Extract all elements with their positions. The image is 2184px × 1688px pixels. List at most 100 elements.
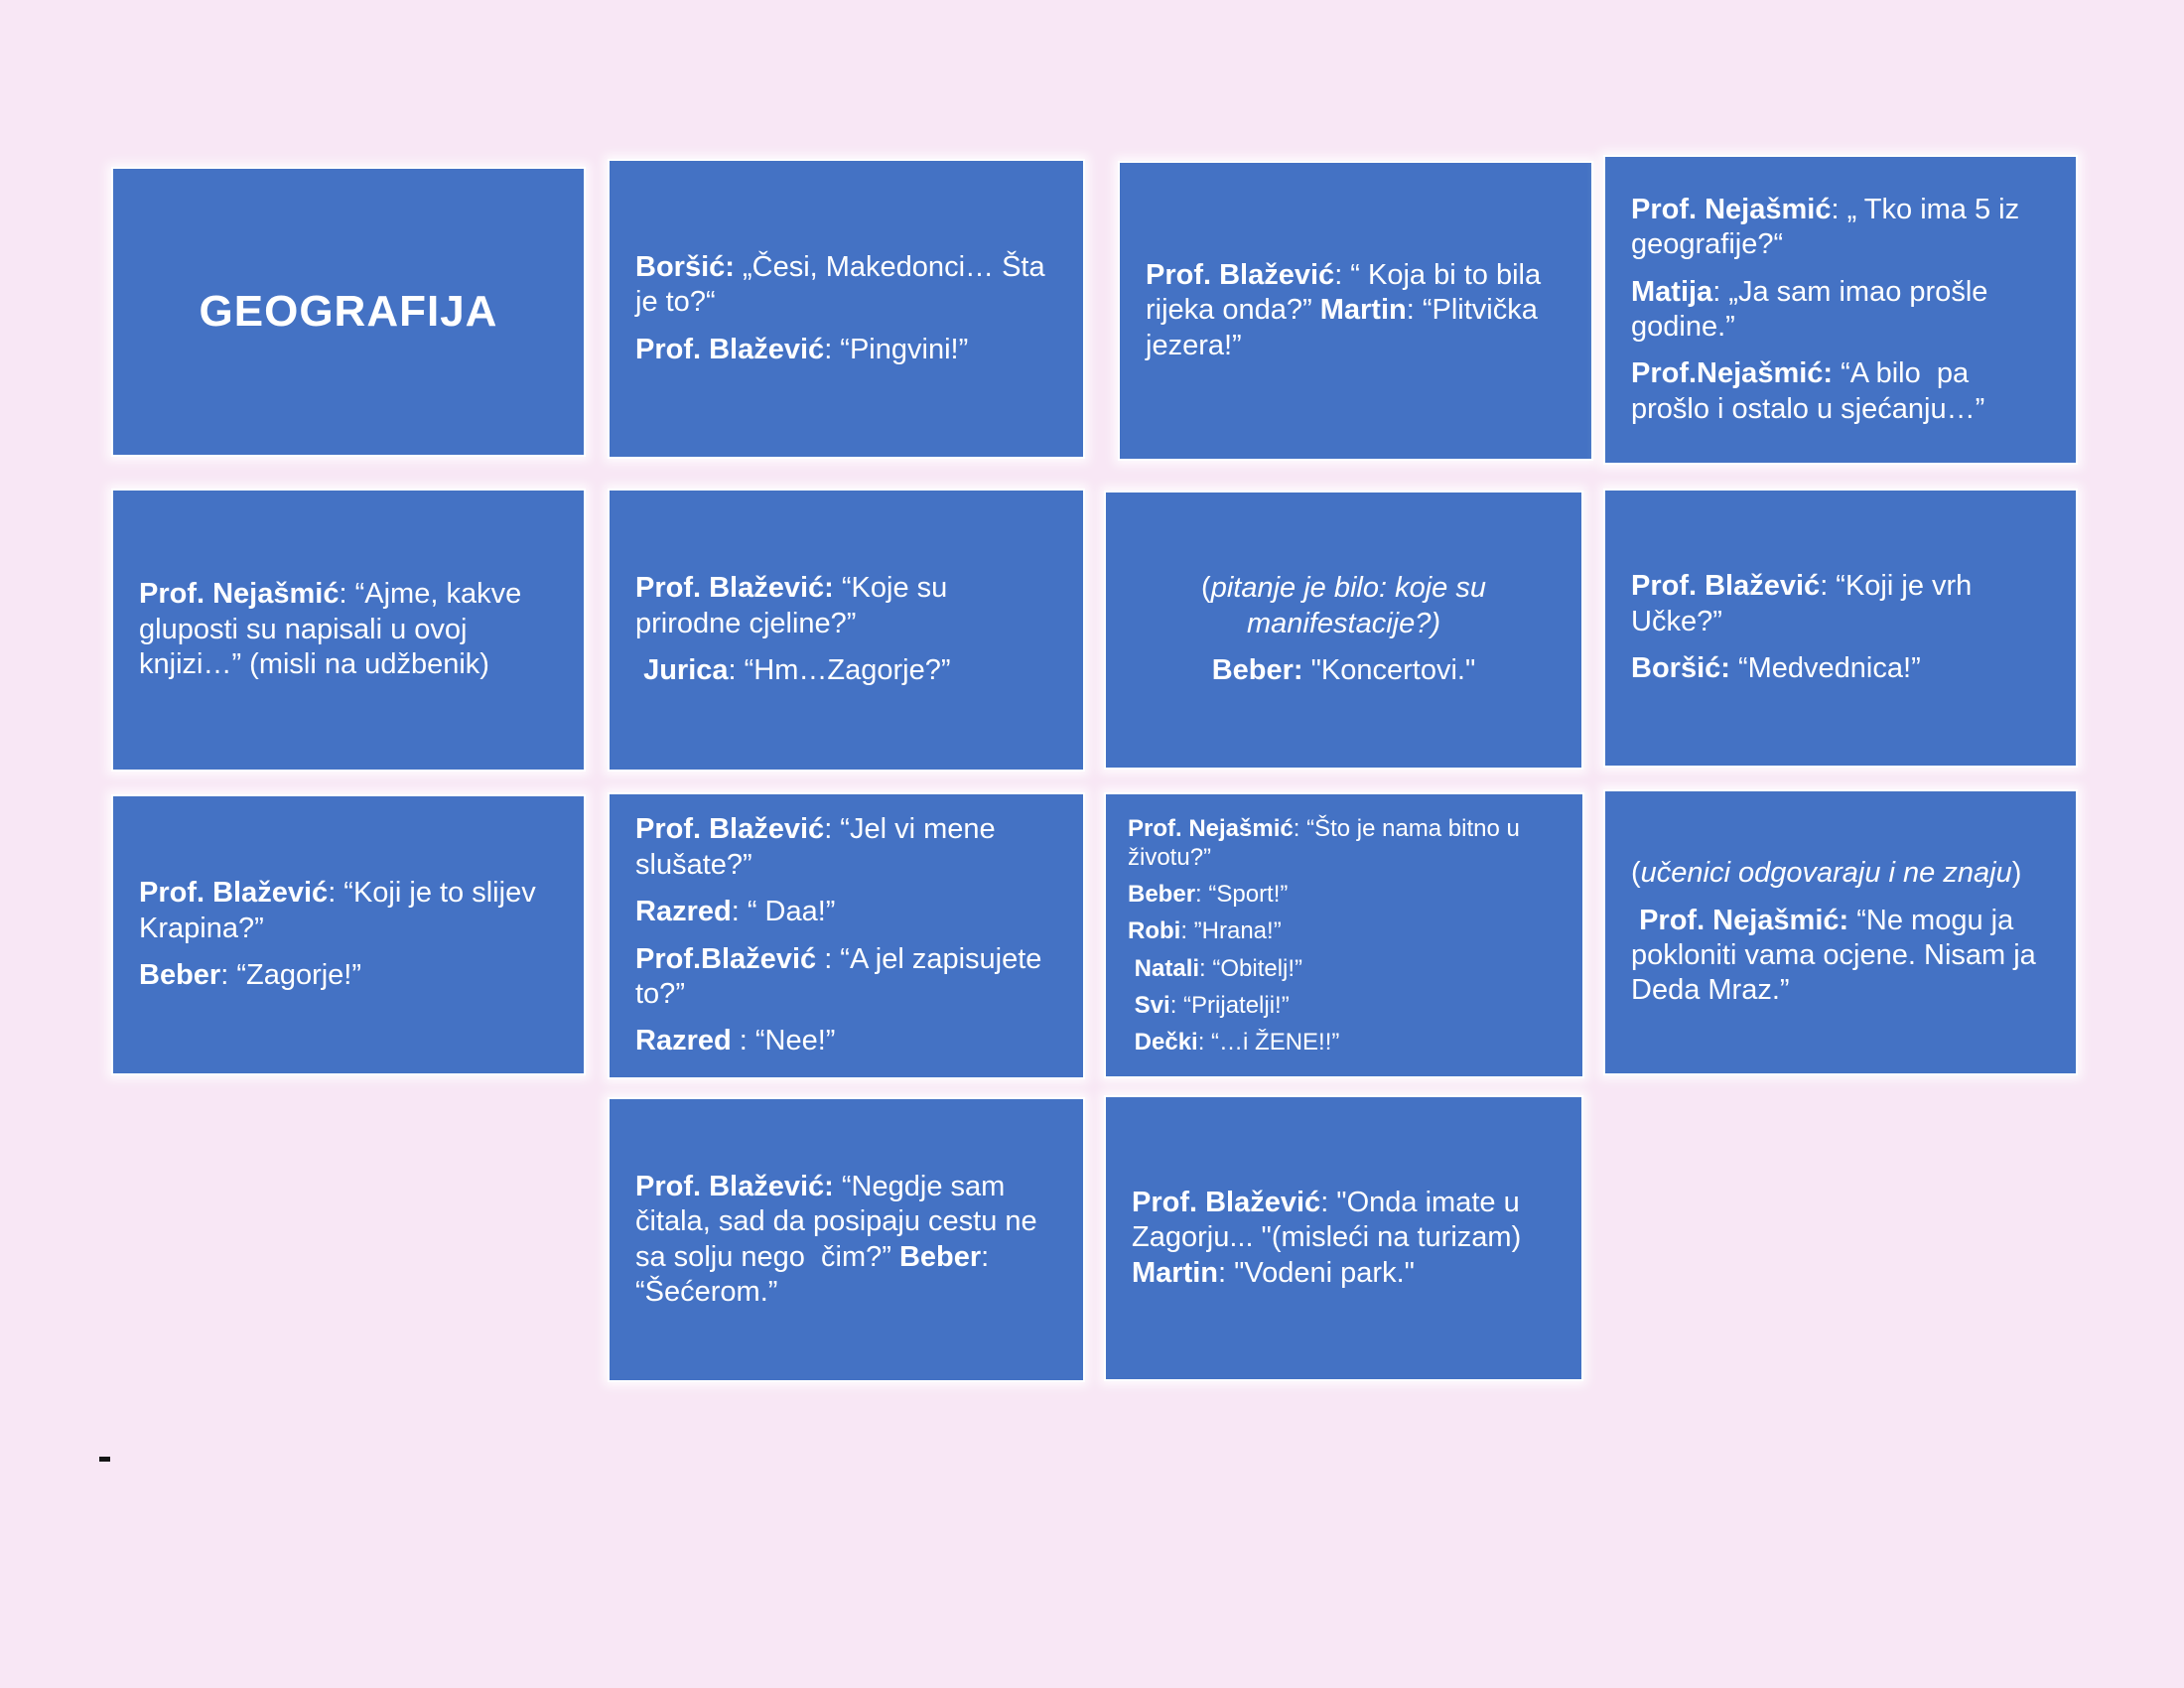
quote-text: : “Prijatelji!” [1169,991,1290,1019]
quote-card-1: Boršić: „Česi, Makedonci… Šta je to?“ Pro… [608,159,1085,459]
quote-paragraph: Prof. Blažević: “Koje su prirodne cjelin… [635,571,1057,641]
quote-paragraph: (učenici odgovaraju i ne znaju) [1631,856,2050,891]
quote-paragraph: Matija: „Ja sam imao prošle godine.” [1631,275,2050,346]
quote-card-4: Prof. Nejašmić: “Ajme, kakve gluposti su… [111,489,586,772]
quote-text: : “Što je nama bitno u životu?” [1128,814,1527,871]
quote-paragraph: Prof.Nejašmić: “A bilo pa prošlo i ostal… [1631,356,2050,427]
speaker-name: Razred [635,896,732,928]
speaker-name: Martin [1319,294,1407,327]
quote-text: : “…i ŽENE!!” [1197,1029,1340,1056]
speaker-name: Dečki [1128,1029,1198,1056]
quote-paragraph: Prof.Blažević : “A jel zapisujete to?” [635,942,1057,1013]
quote-text: “A bilo pa prošlo i ostalo u sjećanju…” [1631,357,1985,425]
quote-text: : “Zagorje!” [220,959,362,992]
quote-card-7: Prof. Blažević: “Koji je vrh Učke?” Borši… [1603,489,2078,768]
quote-text: „Česi, Makedonci… Šta je to?“ [635,250,1053,319]
quote-text: : “ Daa!” [731,896,836,928]
quote-text: : “Hm…Zagorje?” [728,654,951,687]
speaker-name: Prof. Nejašmić [1631,193,1832,225]
quote-paragraph: Prof. Nejašmić: “Što je nama bitno u živ… [1128,814,1561,873]
quote-paragraph: Prof. Blažević: “Jel vi mene slušate?” [635,812,1057,883]
speaker-name: Prof. Blažević: [635,1170,834,1202]
quote-text: : „ Tko ima 5 iz geografije?“ [1631,193,2028,261]
stray-dash-mark [99,1457,110,1462]
quote-text: : “A jel zapisujete to?” [635,942,1050,1010]
quote-card-12: Prof. Blažević: “Negdje sam čitala, sad … [608,1097,1085,1382]
quote-text: ( [1201,572,1211,605]
quote-paragraph: Boršić: “Medvednica!” [1631,651,2050,686]
speaker-name: Boršić: [635,250,735,283]
quote-paragraph: Jurica: “Hm…Zagorje?” [635,653,1057,688]
quote-text: : “Koji je vrh Učke?” [1631,570,1980,637]
speaker-name: Beber [898,1240,982,1273]
quote-text: : “ Koja bi to bila rijeka onda?” [1146,258,1550,327]
slide-title: GEOGRAFIJA [199,287,498,337]
quote-text: : ”Hrana!” [1180,917,1282,945]
quote-paragraph: Dečki: “…i ŽENE!!” [1128,1028,1561,1056]
quote-paragraph: Prof. Blažević: “Koji je to slijev Krapi… [139,876,558,946]
quote-card-9: Prof. Blažević: “Jel vi mene slušate?” Ra… [608,792,1085,1079]
quote-paragraph: Prof. Nejašmić: “Ajme, kakve gluposti su… [139,577,558,682]
speaker-name: Beber [1128,881,1196,909]
quote-text: : „Ja sam imao prošle godine.” [1631,275,1996,343]
speaker-name: Prof. Blažević [635,333,825,365]
quote-paragraph: Prof. Blažević: “Pingvini!” [635,333,1057,367]
quote-text: “Ne mogu ja pokloniti vama ocjene. Nisam… [1631,904,2044,1007]
quote-paragraph: Beber: “Zagorje!” [139,958,558,993]
quote-text: ( [1631,857,1641,890]
quote-text: : “Koji je to slijev Krapina?” [139,877,544,944]
speaker-name: Razred [635,1025,732,1057]
quote-paragraph: (pitanje je bilo: koje su manifestacije?… [1132,571,1556,641]
speaker-name: Beber [139,959,221,992]
speaker-name: Prof. Nejašmić [1128,814,1294,842]
quote-text: : “Ajme, kakve gluposti su napisali u ov… [139,578,530,681]
quote-text: ) [2011,857,2022,890]
quote-text: : "Onda imate u Zagorju... "(misleći na … [1132,1186,1530,1254]
quote-paragraph: Prof. Blažević: "Onda imate u Zagorju...… [1132,1186,1556,1291]
quote-card-8: Prof. Blažević: “Koji je to slijev Krapi… [111,794,586,1075]
stage-direction: pitanje je bilo: koje su manifestacije?) [1210,572,1495,639]
speaker-name: Prof. Nejašmić [139,578,340,611]
quote-paragraph: Robi: ”Hrana!” [1128,916,1561,945]
quote-paragraph: Prof. Blažević: “Koji je vrh Učke?” [1631,569,2050,639]
speaker-name: Svi [1128,991,1170,1019]
quote-text: : "Vodeni park." [1218,1256,1415,1289]
speaker-name: Natali [1128,954,1200,982]
quote-paragraph: Razred : “Nee!” [635,1024,1057,1058]
quote-text: : “Jel vi mene slušate?” [635,813,1004,881]
speaker-name: Martin [1132,1256,1218,1289]
title-card: GEOGRAFIJA [111,167,586,457]
stage-direction: učenici odgovaraju i ne znaju [1640,857,2012,890]
quote-text: “Negdje sam čitala, sad da posipaju cest… [635,1170,1045,1273]
quote-paragraph: Prof. Nejašmić: “Ne mogu ja pokloniti va… [1631,904,2050,1009]
quote-text: “Medvednica!” [1729,652,1921,685]
speaker-name: Jurica [635,654,729,687]
speaker-name: Prof.Blažević [635,942,817,975]
speaker-name: Prof. Blažević [1132,1186,1321,1218]
speaker-name: Prof.Nejašmić: [1631,357,1834,390]
quote-text: : “Obitelj!” [1199,954,1303,982]
quote-paragraph: Prof. Blažević: “Negdje sam čitala, sad … [635,1170,1057,1311]
quote-text: : “Pingvini!” [824,333,969,365]
quote-card-10: Prof. Nejašmić: “Što je nama bitno u živ… [1104,792,1584,1078]
quote-text: : “Nee!” [731,1025,836,1057]
quote-text: : “Plitvička jezera!” [1146,294,1546,361]
quote-card-13: Prof. Blažević: "Onda imate u Zagorju...… [1104,1095,1583,1381]
speaker-name: Prof. Nejašmić: [1631,904,1849,936]
quote-text: : “Sport!” [1195,881,1289,909]
quote-text: : “Šećerom.” [635,1240,998,1308]
quote-paragraph: Svi: “Prijatelji!” [1128,991,1561,1020]
speaker-name: Robi [1128,917,1181,945]
quote-paragraph: Razred: “ Daa!” [635,895,1057,929]
speaker-name: Prof. Blažević [1146,258,1335,291]
quote-paragraph: Prof. Nejašmić: „ Tko ima 5 iz geografij… [1631,193,2050,263]
quote-paragraph: Beber: "Koncertovi." [1212,653,1476,688]
speaker-name: Prof. Blažević [1631,570,1821,603]
quote-paragraph: Prof. Blažević: “ Koja bi to bila rijeka… [1146,258,1566,363]
quote-paragraph: Beber: “Sport!” [1128,880,1561,909]
quote-card-5: Prof. Blažević: “Koje su prirodne cjelin… [608,489,1085,772]
quote-text: "Koncertovi." [1302,654,1476,687]
speaker-name: Prof. Blažević: [635,572,834,605]
speaker-name: Prof. Blažević [635,813,825,846]
